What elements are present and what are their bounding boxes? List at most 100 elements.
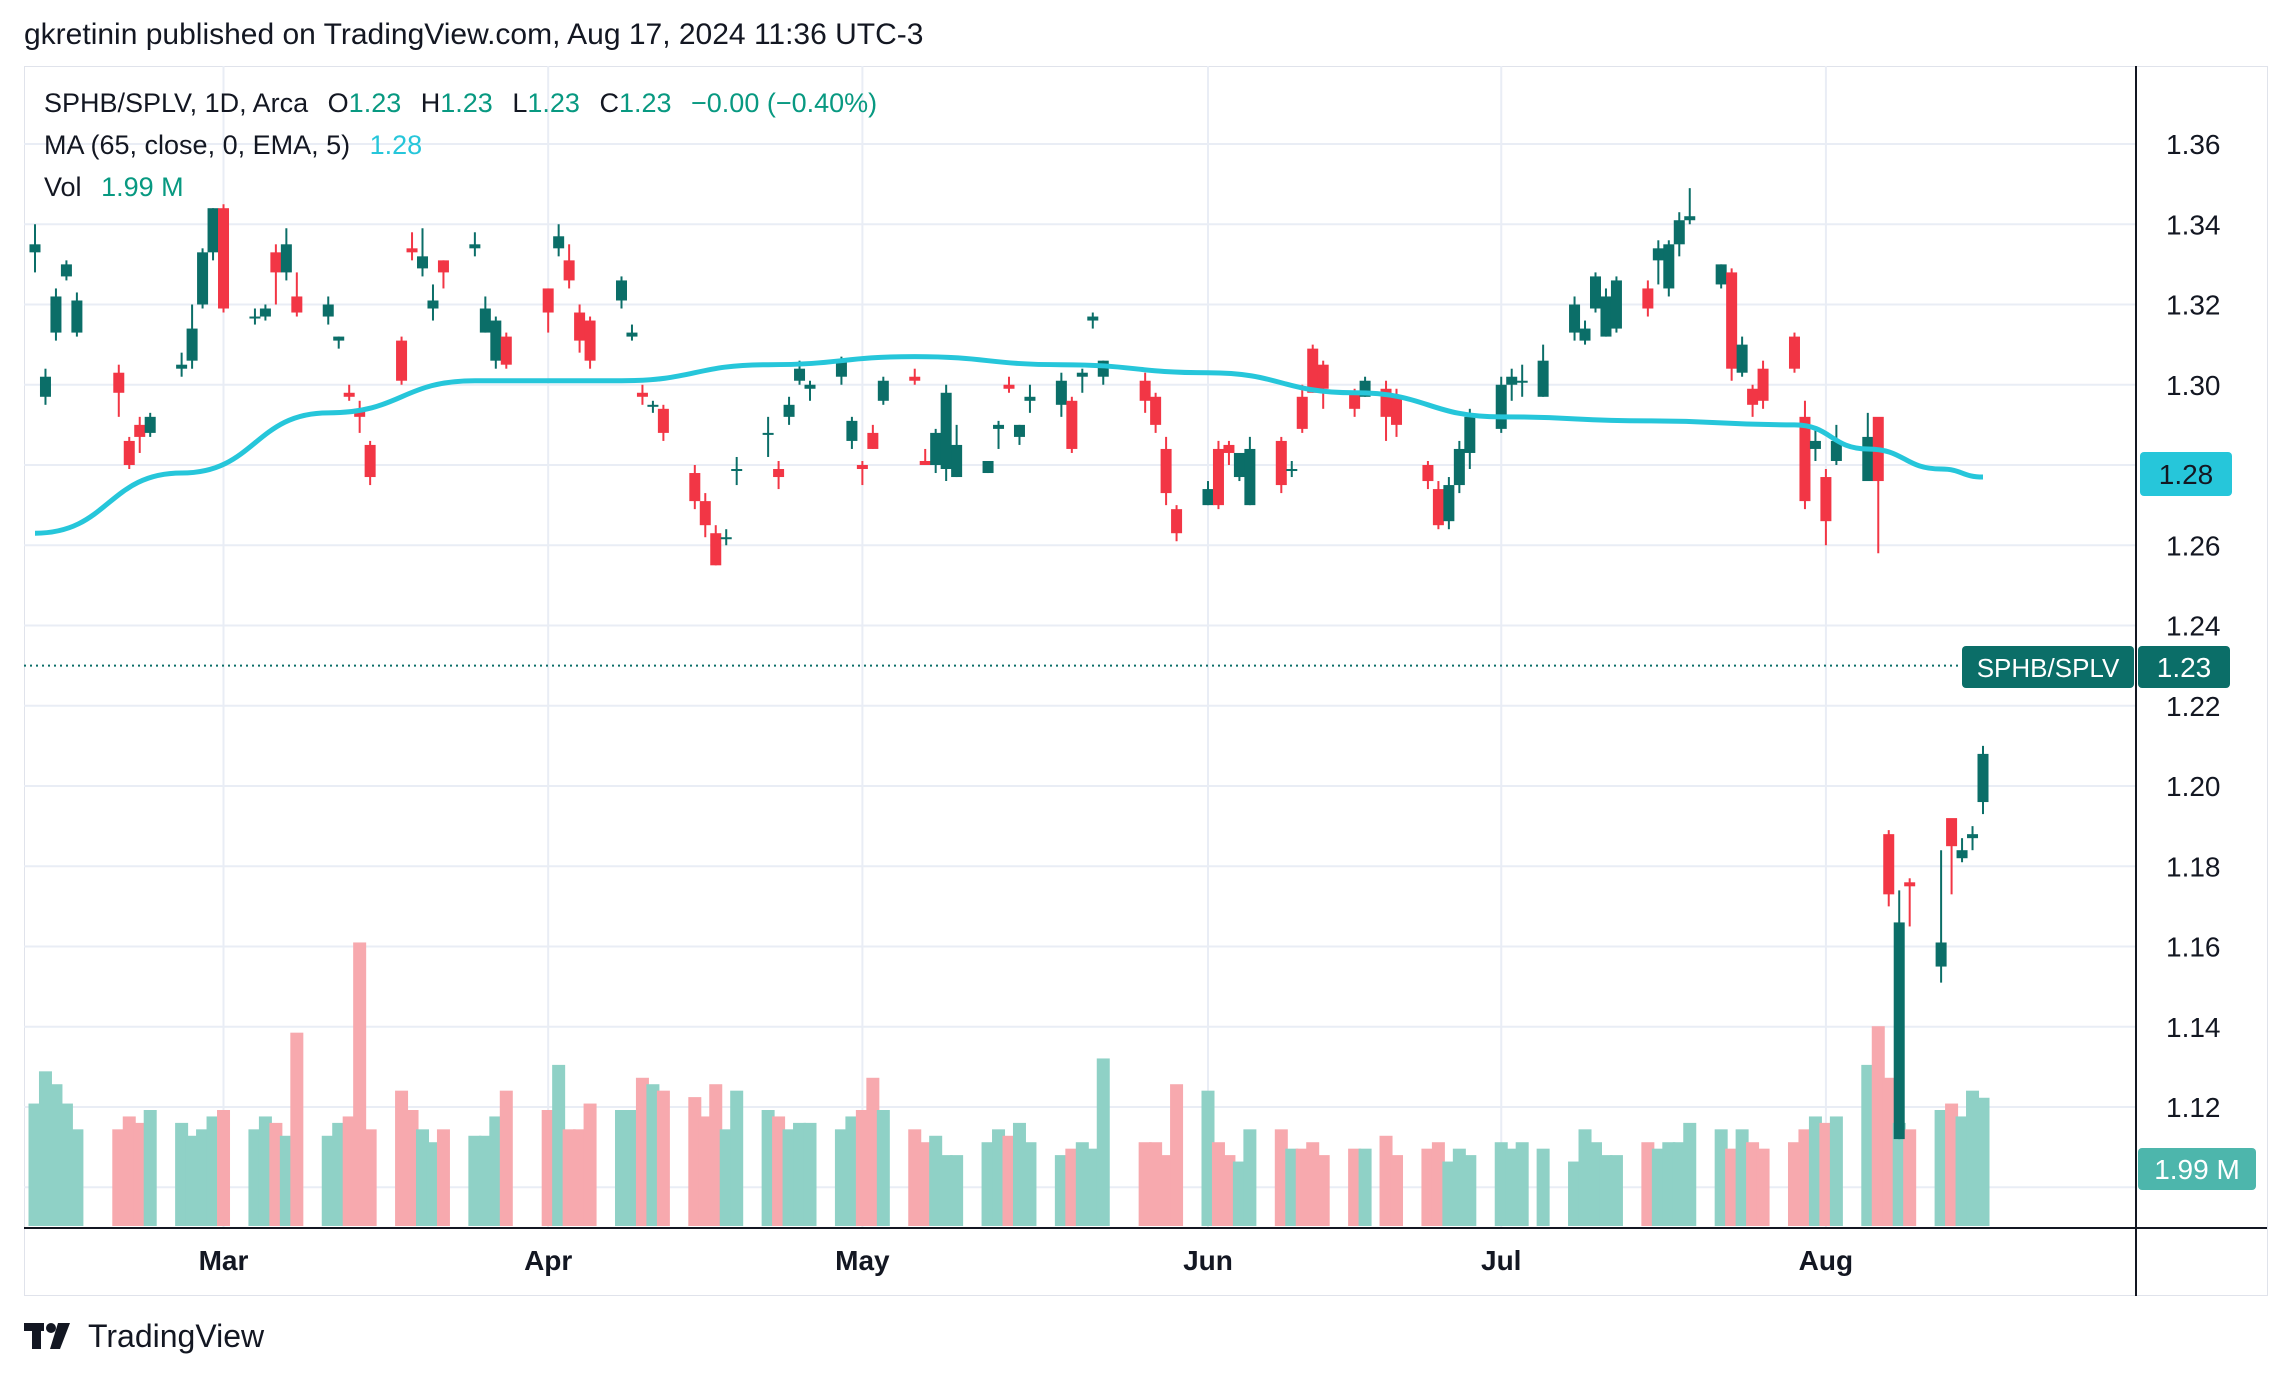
candle-body — [1788, 336, 1800, 369]
legend-close-label: C — [599, 88, 619, 118]
volume-bar — [719, 1129, 733, 1226]
candle-body — [584, 320, 596, 361]
candle-body — [1610, 280, 1622, 329]
volume-bar — [49, 1084, 63, 1226]
legend-open-label: O — [327, 88, 349, 118]
candle-body — [437, 260, 449, 273]
vol-badge — [2138, 1148, 2256, 1190]
volume-bar — [1798, 1129, 1812, 1226]
volume-bar — [1012, 1122, 1026, 1226]
volume-bar — [646, 1084, 660, 1226]
price-badge-text: 1.23 — [2157, 652, 2212, 683]
candle-body — [364, 444, 376, 478]
volume-bar — [426, 1142, 440, 1226]
volume-bar — [772, 1116, 786, 1226]
time-axis: Mar Apr May Jun Jul Aug — [199, 1245, 1854, 1276]
candle-body — [60, 264, 72, 277]
volume-bar — [614, 1110, 628, 1226]
vol-legend-value: 1.99 M — [101, 172, 184, 202]
candle-body — [322, 304, 334, 317]
volume-bar — [1295, 1148, 1309, 1226]
candle-body — [1150, 396, 1162, 425]
volume-bar — [583, 1103, 597, 1226]
vol-legend: Vol 1.99 M — [44, 172, 184, 203]
volume-bar — [70, 1129, 84, 1226]
volume-bar — [1829, 1116, 1843, 1226]
candle-body — [1244, 448, 1256, 506]
footer-brand[interactable]: TradingView — [24, 1318, 264, 1355]
candle-body — [794, 368, 806, 381]
volume-bar — [709, 1084, 723, 1226]
volume-bar — [1431, 1142, 1445, 1226]
price-axis: 1.361.341.321.301.281.261.241.221.201.18… — [2166, 129, 2221, 1123]
candle-body — [207, 208, 219, 253]
candle-body — [1160, 448, 1172, 494]
volume-bar — [1222, 1155, 1236, 1226]
candle-body — [1862, 436, 1874, 482]
ma-legend: MA (65, close, 0, EMA, 5) 1.28 — [44, 130, 422, 161]
volume-bar — [1138, 1142, 1152, 1226]
volume-bars — [28, 942, 1990, 1226]
volume-bar — [1903, 1129, 1917, 1226]
candle-body — [1600, 296, 1612, 337]
volume-bar — [1725, 1148, 1739, 1226]
volume-bar — [478, 1135, 492, 1226]
candle-body — [835, 360, 847, 377]
candle-body — [1967, 834, 1979, 839]
volume-bar — [1023, 1142, 1037, 1226]
volume-bar — [59, 1103, 73, 1226]
volume-bar — [552, 1064, 566, 1226]
price-tick-label: 1.20 — [2166, 771, 2221, 802]
volume-bar — [217, 1110, 231, 1226]
candle-body — [647, 404, 659, 407]
volume-bar — [290, 1032, 304, 1226]
volume-bar — [855, 1110, 869, 1226]
volume-bar — [1651, 1148, 1665, 1226]
candle-body — [1422, 465, 1434, 482]
volume-bar — [28, 1103, 42, 1226]
volume-bar — [730, 1090, 744, 1226]
candle-body — [1076, 372, 1088, 377]
volume-bar — [1746, 1142, 1760, 1226]
grid — [24, 66, 2136, 1228]
chart-frame[interactable] — [24, 66, 2268, 1296]
volume-bar — [1002, 1135, 1016, 1226]
candle-body — [1652, 248, 1664, 261]
candle-body — [542, 288, 554, 313]
candle-body — [1569, 304, 1581, 333]
price-tick-label: 1.16 — [2166, 932, 2221, 963]
volume-bar — [1609, 1155, 1623, 1226]
candle-body — [113, 372, 125, 393]
candle-body — [1139, 380, 1151, 401]
candle-body — [123, 440, 135, 465]
volume-bar — [929, 1135, 943, 1226]
candle-body — [1883, 834, 1895, 895]
price-tick-label: 1.36 — [2166, 129, 2221, 160]
volume-bar — [1390, 1155, 1404, 1226]
volume-bar — [1463, 1155, 1477, 1226]
volume-bar — [332, 1122, 346, 1226]
volume-bar — [1201, 1090, 1215, 1226]
volume-bar — [1442, 1161, 1456, 1226]
volume-bar — [185, 1135, 199, 1226]
volume-bar — [1976, 1097, 1990, 1226]
candle-body — [1736, 344, 1748, 373]
volume-bar — [1934, 1110, 1948, 1226]
volume-bar — [1714, 1129, 1728, 1226]
volume-bar — [1306, 1142, 1320, 1226]
candle-body — [1443, 485, 1455, 522]
volume-bar — [1756, 1148, 1770, 1226]
volume-bar — [196, 1129, 210, 1226]
volume-bar — [1536, 1148, 1550, 1226]
candle-body — [846, 420, 858, 441]
volume-bar — [939, 1155, 953, 1226]
candle-body — [1453, 448, 1465, 486]
time-tick-label: Mar — [199, 1245, 249, 1276]
candle-body — [1715, 264, 1727, 285]
candle-body — [993, 424, 1005, 429]
candle-body — [490, 320, 502, 361]
volume-bar — [1211, 1142, 1225, 1226]
candle-body — [406, 248, 418, 253]
volume-bar — [1285, 1148, 1299, 1226]
